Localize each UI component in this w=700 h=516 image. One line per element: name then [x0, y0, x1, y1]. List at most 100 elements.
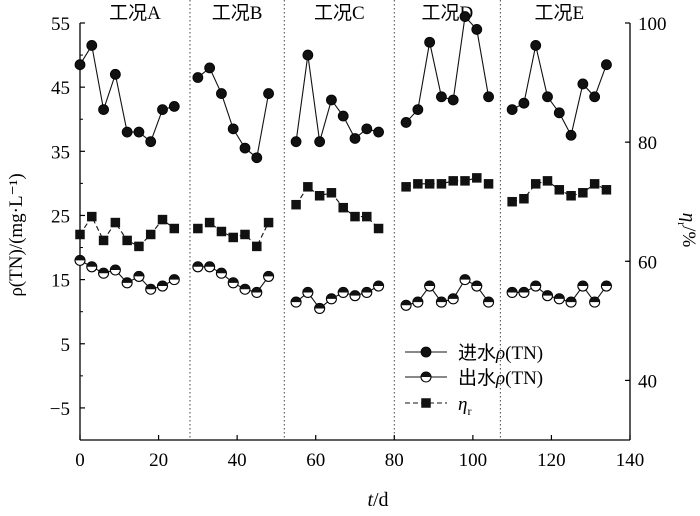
marker-fill	[373, 281, 384, 287]
data-point	[86, 40, 98, 51]
series-2	[74, 254, 612, 315]
data-point	[471, 280, 483, 292]
data-point	[506, 286, 518, 298]
y-left-tick-label: 15	[51, 271, 70, 292]
data-point	[361, 286, 373, 298]
marker-fill	[361, 287, 372, 293]
x-tick-label: 0	[75, 450, 85, 471]
data-point	[263, 217, 274, 228]
y-axis-right-label: ηr/%	[675, 213, 699, 248]
data-point	[192, 261, 204, 273]
data-point	[447, 94, 459, 106]
legend-marker	[420, 346, 432, 358]
data-point	[483, 179, 494, 189]
x-axis-label-t: t	[367, 489, 373, 511]
data-point	[86, 261, 98, 273]
data-point	[216, 226, 227, 237]
series-line	[197, 67, 270, 159]
data-point	[204, 217, 215, 228]
series-line	[511, 45, 607, 137]
data-point	[227, 277, 239, 289]
data-point	[435, 296, 447, 308]
data-point	[530, 40, 542, 51]
data-point	[424, 179, 435, 189]
y-axis-left-label: ρ(TN)/(mg·L⁻¹)	[6, 173, 27, 296]
legend: 进水ρ(TN) 出水ρ(TN) ηr	[405, 342, 543, 418]
data-point	[314, 136, 326, 148]
data-point	[401, 182, 411, 192]
data-point	[110, 217, 121, 228]
data-point	[145, 229, 156, 240]
marker-fill	[169, 274, 180, 280]
data-point	[589, 91, 601, 103]
data-point	[483, 91, 494, 103]
data-point	[168, 101, 180, 112]
marker-fill	[554, 293, 565, 299]
data-point	[326, 188, 337, 198]
marker-fill	[157, 281, 168, 287]
data-point	[302, 286, 314, 298]
marker-fill	[326, 293, 337, 299]
marker-fill	[401, 300, 412, 306]
data-point	[314, 191, 325, 201]
marker-fill	[302, 287, 313, 293]
marker-fill	[436, 297, 447, 303]
data-point	[518, 286, 530, 298]
data-point	[541, 290, 554, 302]
x-axis-label: t/d	[367, 489, 388, 511]
data-point	[350, 211, 360, 222]
marker-fill	[98, 268, 109, 274]
x-axis-label-unit: /d	[373, 489, 389, 511]
data-point	[216, 88, 227, 99]
data-point	[290, 136, 302, 148]
data-point	[589, 296, 601, 308]
marker-fill	[314, 303, 325, 309]
marker-fill	[350, 290, 360, 296]
marker-fill	[542, 290, 553, 296]
data-point	[303, 182, 313, 192]
data-point	[239, 142, 251, 154]
data-point	[577, 280, 589, 292]
data-point	[109, 264, 121, 276]
data-point	[74, 59, 86, 71]
data-point	[98, 104, 109, 116]
data-point	[565, 296, 577, 308]
data-point	[204, 62, 216, 74]
data-point	[145, 283, 157, 295]
data-point	[337, 286, 349, 298]
data-point	[121, 277, 133, 289]
legend-label: ηr	[458, 394, 471, 418]
series-layer	[74, 11, 612, 315]
data-point	[291, 199, 301, 210]
data-point	[506, 104, 518, 116]
data-point	[325, 293, 337, 305]
data-point	[412, 104, 424, 116]
data-point	[578, 188, 588, 198]
data-point	[98, 235, 109, 246]
y-axis-right-label-unit: /%	[678, 226, 699, 247]
marker-fill	[240, 284, 250, 290]
data-point	[314, 302, 326, 315]
y-left-tick-label: 55	[51, 14, 70, 35]
data-point	[239, 283, 251, 295]
y-right-tick-label: 40	[638, 371, 657, 392]
data-point	[553, 107, 565, 119]
data-point	[228, 232, 238, 243]
data-point	[169, 223, 180, 234]
marker-fill	[291, 297, 302, 303]
data-point	[373, 223, 384, 234]
y-left-tick-label: 25	[51, 206, 70, 227]
data-point	[302, 49, 314, 61]
marker-fill	[216, 268, 227, 274]
data-point	[251, 152, 263, 164]
data-point	[518, 97, 530, 109]
condition-labels: 工况A 工况B 工况C 工况D 工况E	[109, 3, 584, 24]
data-point	[362, 211, 372, 222]
data-point	[447, 293, 459, 305]
y-right-tick-label: 100	[638, 14, 667, 35]
data-point	[373, 126, 384, 138]
data-point	[413, 179, 423, 189]
data-point	[530, 179, 541, 189]
data-point	[145, 136, 157, 148]
